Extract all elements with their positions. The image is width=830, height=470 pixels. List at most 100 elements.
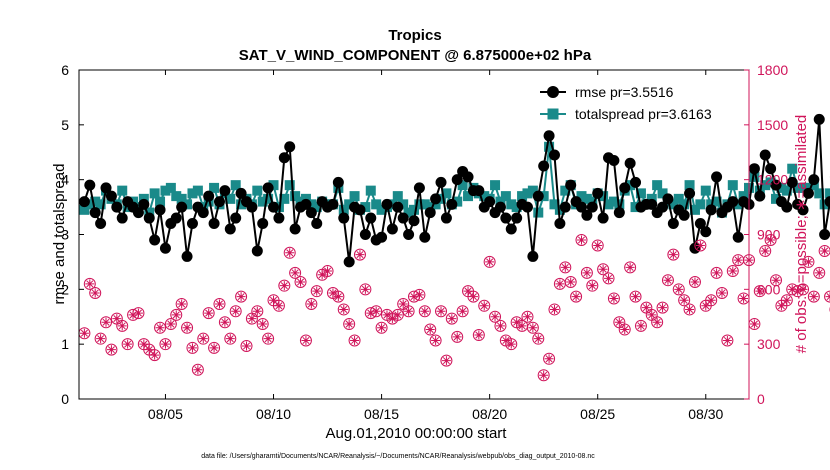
obs-point (299, 334, 312, 347)
obs-assimilated-marker (479, 301, 489, 311)
obs-possible-marker (337, 303, 350, 316)
obs-possible-marker (451, 330, 464, 343)
rmse-point (694, 218, 706, 230)
rmse-point (251, 245, 263, 257)
y-axis-label-right: # of obs: o=possible; ∗=assimilated (793, 115, 810, 354)
spread-point (230, 180, 241, 191)
obs-assimilated-marker (90, 288, 100, 298)
obs-possible-marker (310, 285, 323, 298)
rmse-point (462, 171, 474, 183)
obs-possible-marker (83, 277, 96, 290)
obs-point (613, 316, 626, 329)
obs-point (721, 334, 734, 347)
rmse-point (581, 209, 593, 221)
obs-possible-marker (802, 255, 815, 268)
obs-assimilated-marker (549, 304, 559, 314)
spread-point (479, 191, 490, 202)
obs-possible-marker (105, 343, 118, 356)
spread-point (527, 185, 538, 196)
obs-possible-marker (483, 255, 496, 268)
obs-point (337, 303, 350, 316)
obs-assimilated-marker (312, 286, 322, 296)
obs-assimilated-marker (285, 248, 295, 258)
obs-assimilated-marker (577, 235, 586, 245)
y-right-tick-label: 0 (757, 391, 765, 407)
x-tick-label: 08/20 (472, 406, 507, 422)
obs-assimilated-marker (609, 293, 619, 303)
obs-point (532, 332, 545, 345)
obs-possible-marker (208, 341, 221, 354)
y-tick-label: 6 (61, 62, 69, 78)
obs-assimilated-marker (247, 314, 257, 324)
obs-assimilated-marker (160, 339, 170, 349)
rmse-point (132, 207, 144, 219)
obs-assimilated-marker (803, 257, 813, 267)
rmse-point (435, 176, 447, 188)
obs-possible-marker (629, 290, 642, 303)
chart-title: Tropics (388, 27, 441, 44)
obs-possible-marker (688, 276, 701, 289)
rmse-point (662, 193, 674, 205)
obs-point (213, 297, 226, 310)
rmse-point (494, 201, 506, 213)
obs-assimilated-marker (431, 336, 441, 346)
rmse-point (235, 187, 247, 199)
obs-assimilated-marker (485, 257, 495, 267)
obs-assimilated-marker (209, 343, 219, 353)
rmse-point (770, 179, 782, 191)
obs-possible-marker (202, 307, 215, 320)
obs-possible-marker (445, 312, 458, 325)
rmse-point (332, 176, 344, 188)
legend-rmse-marker (547, 86, 559, 98)
obs-point (618, 323, 631, 336)
obs-possible-marker (132, 307, 145, 320)
obs-possible-marker (602, 272, 615, 285)
obs-point (737, 292, 750, 305)
y-axis-left: 0 1 2 3 4 5 6 (61, 62, 84, 407)
obs-point (629, 290, 642, 303)
obs-point (526, 321, 539, 334)
obs-assimilated-marker (220, 317, 230, 327)
obs-possible-marker (305, 297, 318, 310)
obs-point (202, 307, 215, 320)
rmse-point (732, 231, 744, 243)
obs-possible-marker (321, 265, 334, 278)
spread-point (511, 202, 522, 213)
spread-point (95, 199, 106, 210)
rmse-point (824, 196, 830, 208)
spread-point (165, 182, 176, 193)
rmse-point (759, 149, 771, 161)
obs-assimilated-marker (625, 262, 635, 272)
spread-point (117, 185, 128, 196)
obs-assimilated-marker (749, 319, 759, 329)
spread-point (689, 204, 700, 215)
rmse-point (576, 201, 587, 213)
spread-point (798, 182, 809, 193)
obs-assimilated-marker (658, 303, 668, 313)
obs-assimilated-marker (712, 268, 722, 278)
spread-point (819, 199, 830, 210)
spread-point (695, 199, 706, 210)
obs-assimilated-marker (79, 328, 89, 338)
obs-point (154, 321, 167, 334)
obs-point (748, 318, 761, 331)
obs-assimilated-marker (501, 336, 511, 346)
rmse-point (554, 218, 566, 230)
obs-point (764, 233, 777, 246)
obs-assimilated-marker (177, 299, 187, 309)
obs-point (321, 265, 334, 278)
obs-point (694, 239, 707, 252)
obs-possible-marker (597, 263, 610, 276)
obs-point (548, 303, 561, 316)
rmse-point (419, 231, 431, 243)
obs-point (672, 283, 685, 296)
obs-point (780, 294, 793, 307)
obs-assimilated-marker (506, 339, 516, 349)
spread-point (79, 204, 90, 215)
obs-possible-marker (375, 321, 388, 334)
spread-point (263, 193, 274, 204)
obs-point (634, 319, 647, 332)
obs-possible-marker (429, 334, 442, 347)
obs-point (688, 276, 701, 289)
obs-possible-marker (494, 319, 507, 332)
